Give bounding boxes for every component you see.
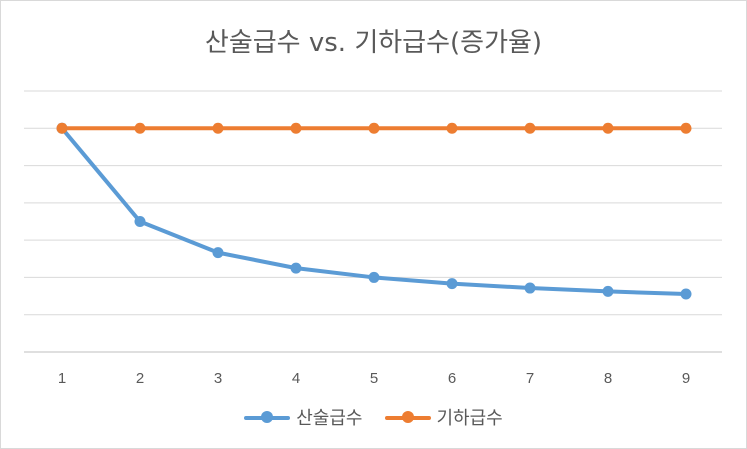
data-point-series-0: [368, 271, 380, 283]
data-point-series-1: [446, 122, 458, 134]
legend-item-series-0: 산술급수: [244, 404, 363, 430]
data-point-series-0: [602, 285, 614, 297]
legend-marker-series-0: [244, 411, 291, 423]
legend-item-series-1: 기하급수: [384, 404, 503, 430]
data-point-series-1: [680, 122, 692, 134]
x-tick-label: 9: [682, 370, 690, 387]
legend-marker-series-1: [384, 411, 431, 423]
data-point-series-1: [602, 122, 614, 134]
x-tick-label: 2: [136, 370, 144, 387]
data-point-series-0: [680, 288, 692, 300]
data-point-series-0: [212, 247, 224, 259]
x-tick-label: 8: [604, 370, 612, 387]
x-tick-label: 7: [526, 370, 534, 387]
legend-label-series-0: 산술급수: [296, 408, 363, 429]
x-tick-label: 4: [292, 370, 300, 387]
data-point-series-1: [212, 122, 224, 134]
data-point-series-1: [290, 122, 302, 134]
data-point-series-1: [368, 122, 380, 134]
data-point-series-0: [290, 262, 302, 274]
data-point-series-1: [134, 122, 146, 134]
data-point-series-0: [134, 216, 146, 227]
chart-legend: 산술급수 기하급수: [0, 404, 747, 430]
chart-title: 산술급수 vs. 기하급수(증가율): [204, 28, 543, 58]
x-tick-label: 1: [58, 370, 66, 387]
series-line-0: [60, 126, 688, 297]
x-tick-label: 6: [448, 370, 456, 387]
x-tick-label: 3: [214, 370, 222, 387]
legend-label-series-1: 기하급수: [436, 408, 503, 429]
data-point-series-1: [56, 122, 68, 134]
data-point-series-1: [524, 122, 536, 134]
data-point-series-0: [446, 278, 458, 290]
data-point-series-0: [524, 282, 536, 294]
x-tick-label: 5: [370, 370, 378, 387]
